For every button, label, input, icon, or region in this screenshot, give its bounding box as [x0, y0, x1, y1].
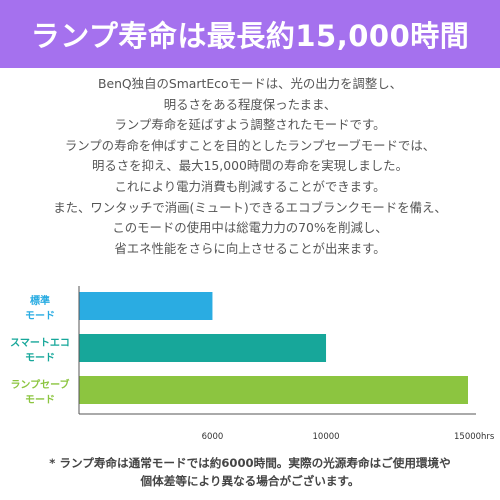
footnote: * ランプ寿命は通常モードでは約6000時間。実際の光源寿命はご使用環境や 個体…: [0, 454, 500, 490]
description-line: 明るさを抑え、最大15,000時間の寿命を実現しました。: [92, 158, 408, 174]
page-title: ランプ寿命は最長約15,000時間: [30, 19, 470, 53]
category-label: モード: [25, 352, 55, 364]
description-line: ランプ寿命を延ばすよう調整されたモードです。: [114, 117, 386, 133]
description-line: 省エネ性能をさらに向上させることが出来ます。: [114, 240, 386, 256]
footnote-line: * ランプ寿命は通常モードでは約6000時間。実際の光源寿命はご使用環境や: [49, 456, 451, 470]
footnote-line: 個体差等により異なる場合がございます。: [140, 474, 360, 488]
x-tick-label: 15000hrs: [454, 432, 495, 442]
x-tick-label: 6000: [202, 432, 224, 442]
bar-1: [79, 334, 327, 362]
category-label: スマートエコ: [10, 337, 70, 349]
description-line: このモードの使用中は総電力力の70%を削減し、: [112, 220, 388, 236]
description-text: BenQ独自のSmartEcoモードは、光の出力を調整し、 明るさをある程度保っ…: [0, 74, 500, 259]
description-line: これにより電力消費も削減することができます。: [114, 178, 386, 194]
description-line: 明るさをある程度保ったまま、: [163, 96, 337, 112]
title-banner: ランプ寿命は最長約15,000時間: [0, 0, 500, 68]
category-label: 標準: [30, 294, 50, 307]
description-line: また、ワンタッチで消画(ミュート)できるエコブランクモードを備え、: [53, 199, 447, 215]
x-tick-label: 10000: [313, 432, 340, 442]
bar-0: [79, 292, 213, 320]
description-line: BenQ独自のSmartEcoモードは、光の出力を調整し、: [97, 76, 403, 91]
description-line: ランプの寿命を伸ばすことを目的としたランプセーブモードでは、: [64, 137, 436, 153]
category-label: モード: [25, 394, 55, 406]
category-label: ランプセーブ: [10, 378, 69, 391]
category-label: モード: [25, 310, 55, 322]
bar-2: [79, 376, 468, 404]
